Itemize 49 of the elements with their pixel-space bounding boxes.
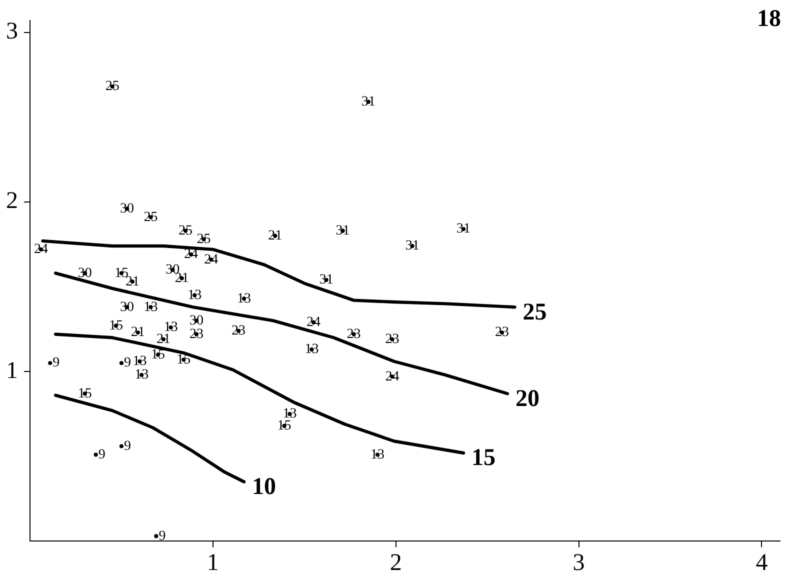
series-label: 13 — [237, 291, 252, 306]
text: 13 — [370, 447, 385, 462]
text: 23 — [346, 326, 361, 342]
text: 9 — [124, 438, 131, 454]
text: 15 — [277, 418, 292, 434]
text: 9 — [52, 356, 60, 371]
text: 13 — [188, 288, 202, 303]
series-label: 9 — [98, 447, 106, 462]
point — [119, 360, 124, 366]
text: 23 — [494, 325, 509, 340]
text: 25 — [144, 210, 158, 225]
point — [154, 534, 158, 538]
x-tick-label: 1 — [206, 550, 219, 576]
text: 25 — [105, 79, 120, 94]
text: 15 — [151, 347, 166, 362]
y-tick-label: 3 — [6, 18, 18, 45]
series-label: 15 — [78, 386, 92, 402]
text: 9 — [158, 528, 166, 544]
series-label: 25 — [178, 223, 192, 238]
text: 13 — [144, 300, 158, 315]
annotation: 18 — [757, 6, 781, 32]
series-label: 24 — [385, 369, 400, 384]
point — [94, 452, 98, 457]
text: 23 — [385, 332, 400, 347]
series-label: 21 — [156, 332, 171, 347]
point — [48, 360, 52, 366]
text: 9 — [124, 356, 131, 371]
series-label: 23 — [189, 326, 204, 342]
text: 13 — [132, 354, 147, 370]
text: 25 — [522, 299, 547, 326]
x-tick-label: 4 — [756, 550, 768, 576]
point — [119, 444, 124, 448]
text: 15 — [108, 318, 123, 334]
text: 13 — [304, 342, 319, 358]
text: 23 — [232, 324, 246, 339]
series-label: 20 — [515, 386, 540, 412]
text: 13 — [134, 368, 149, 383]
text: 24 — [34, 242, 48, 258]
text: 24 — [204, 252, 218, 268]
y-tick-label: 1 — [6, 358, 18, 384]
x-tick-label: 2 — [390, 550, 402, 576]
text: 15 — [472, 445, 496, 472]
series-label: 25 — [196, 232, 211, 247]
text: 21 — [268, 228, 282, 244]
y-tick-label: 2 — [6, 188, 18, 214]
text: 15 — [114, 266, 128, 281]
x-tick-label: 3 — [572, 550, 585, 576]
series-label: 10 — [252, 474, 276, 500]
text: 21 — [130, 325, 145, 340]
